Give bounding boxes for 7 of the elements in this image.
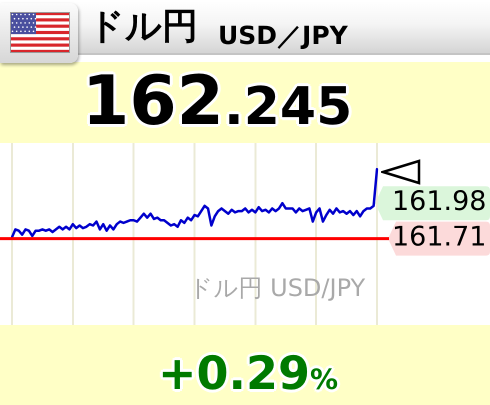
chart-subtitle: USD／JPY	[218, 21, 348, 50]
annotation: ドル円 USD/JPY	[188, 274, 366, 302]
text: 162.245	[82, 62, 352, 141]
text: +0.29%	[158, 346, 338, 400]
chart-title: ドル円	[88, 6, 198, 48]
y-tick-label: 161.71	[392, 222, 486, 253]
y-tick-label: 161.98	[392, 186, 486, 218]
